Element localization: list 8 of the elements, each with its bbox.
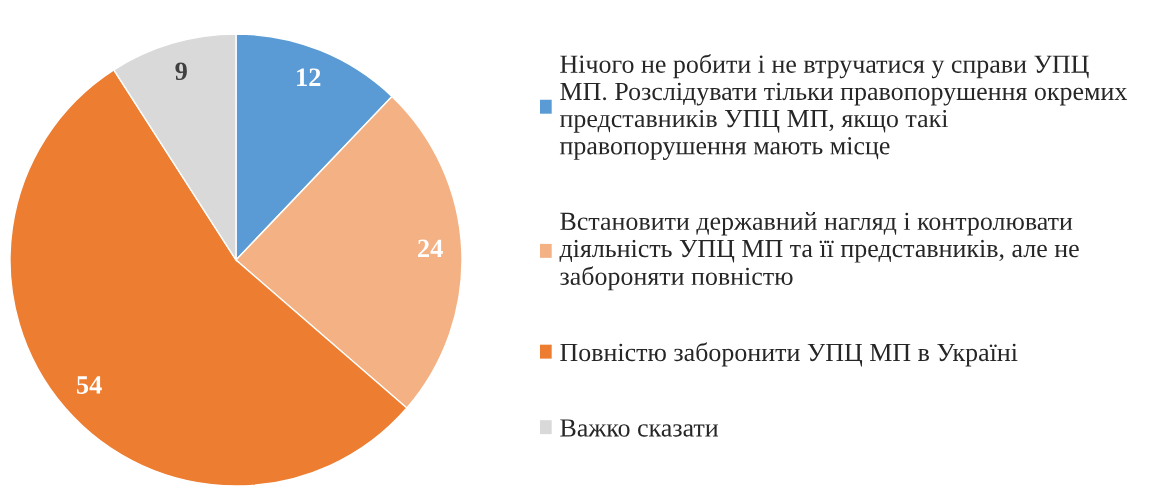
legend-label: Нічого не робити і не втручатися у справи УПЦ МП. Розслідувати тільки правопорушення окремих представників УПЦ МП, якщо такі правопорушення мають місце xyxy=(559,54,1128,160)
legend-label: Встановити державний нагляд і контролювати діяльність УПЦ МП та її представників, але не забороняти повністю xyxy=(559,212,1079,291)
data-label: 24 xyxy=(418,239,443,258)
data-label: 54 xyxy=(76,376,102,394)
data-label: 12 xyxy=(297,68,321,86)
data-label: 9 xyxy=(175,62,187,81)
legend-label: Повністю заборонити УПЦ МП в Україні xyxy=(560,342,1018,367)
legend-label: Важко сказати xyxy=(560,419,719,437)
